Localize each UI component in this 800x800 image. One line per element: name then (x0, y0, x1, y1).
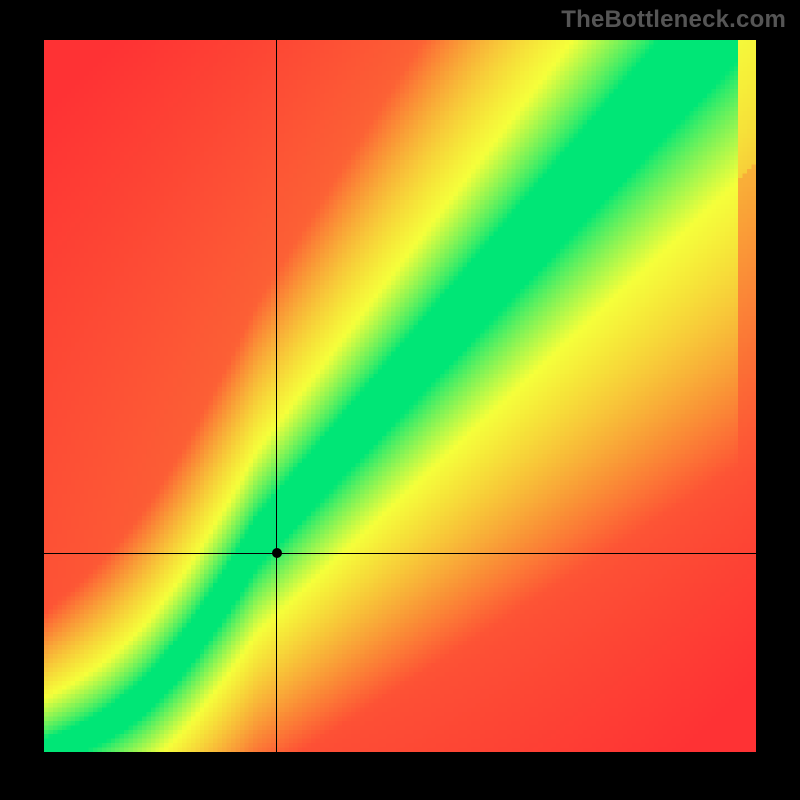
selected-point-marker (272, 548, 282, 558)
heatmap-canvas (44, 40, 756, 752)
attribution-label: TheBottleneck.com (561, 6, 786, 34)
crosshair-vertical (276, 40, 277, 752)
chart-stage: TheBottleneck.com (0, 0, 800, 800)
crosshair-horizontal (44, 553, 756, 554)
